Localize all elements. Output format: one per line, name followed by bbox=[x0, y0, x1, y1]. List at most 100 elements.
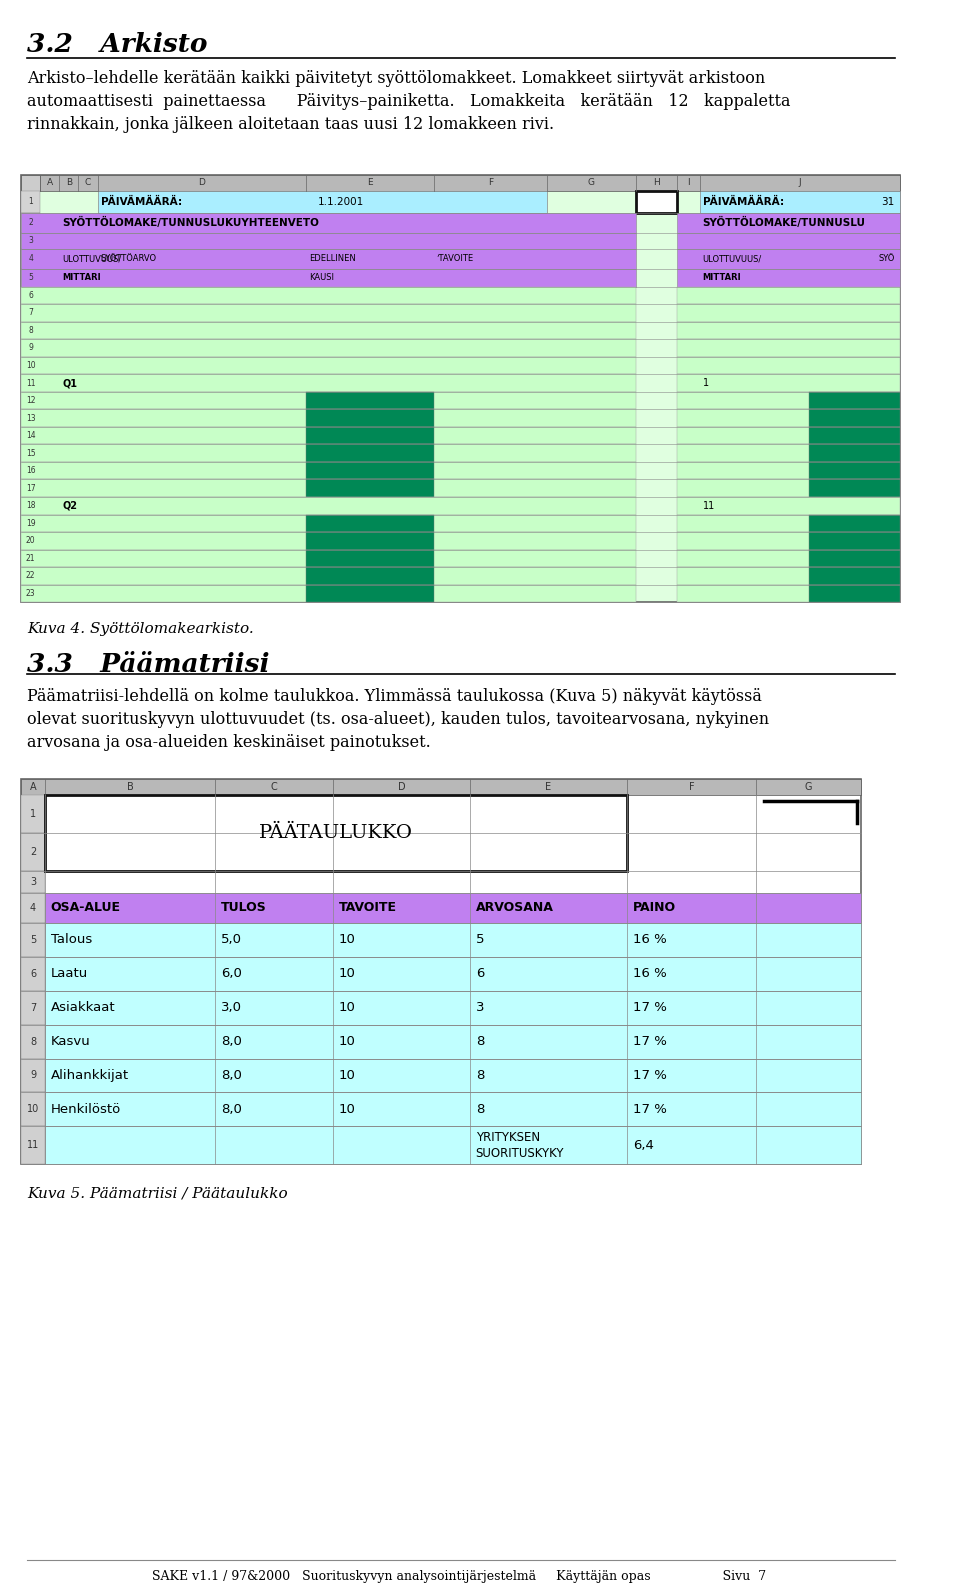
Bar bbox=[677, 409, 900, 427]
Text: 23: 23 bbox=[26, 588, 36, 598]
Bar bbox=[306, 462, 434, 479]
Text: D: D bbox=[397, 782, 405, 791]
Bar bbox=[808, 550, 900, 568]
Bar bbox=[98, 190, 547, 213]
Bar bbox=[306, 550, 434, 568]
Text: 9: 9 bbox=[28, 344, 33, 352]
Bar bbox=[21, 496, 636, 514]
Bar bbox=[45, 795, 627, 871]
Text: rinnakkain, jonka jälkeen aloitetaan taas uusi 12 lomakkeen rivi.: rinnakkain, jonka jälkeen aloitetaan taa… bbox=[27, 116, 554, 133]
Bar bbox=[677, 444, 900, 462]
Bar bbox=[21, 462, 40, 479]
Bar bbox=[21, 462, 636, 479]
Text: D: D bbox=[199, 178, 205, 187]
Bar bbox=[21, 991, 45, 1025]
Text: Kuva 5. Päämatriisi / Päätaulukko: Kuva 5. Päämatriisi / Päätaulukko bbox=[27, 1186, 287, 1201]
Text: Henkilöstö: Henkilöstö bbox=[51, 1102, 121, 1117]
Text: 8: 8 bbox=[30, 1037, 36, 1047]
Text: Talous: Talous bbox=[51, 933, 92, 947]
Text: SAKE v1.1 / 97&2000   Suorituskyvyn analysointijärjestelmä     Käyttäjän opas   : SAKE v1.1 / 97&2000 Suorituskyvyn analys… bbox=[153, 1570, 766, 1583]
Bar bbox=[21, 190, 40, 213]
Bar bbox=[808, 568, 900, 585]
Bar bbox=[677, 392, 900, 409]
Bar bbox=[808, 585, 900, 603]
Bar bbox=[21, 249, 40, 268]
Text: A: A bbox=[47, 178, 53, 187]
Text: EDELLINEN: EDELLINEN bbox=[309, 254, 356, 263]
Bar bbox=[21, 514, 636, 531]
Text: 16 %: 16 % bbox=[633, 933, 666, 947]
Text: 11: 11 bbox=[26, 379, 36, 387]
Bar bbox=[21, 585, 636, 603]
Bar bbox=[21, 174, 40, 190]
Bar bbox=[677, 339, 900, 357]
Text: 19: 19 bbox=[26, 519, 36, 528]
Bar bbox=[21, 1126, 45, 1164]
Bar bbox=[808, 427, 900, 444]
Bar bbox=[21, 287, 40, 305]
Text: 18: 18 bbox=[26, 501, 36, 511]
Text: ARVOSANA: ARVOSANA bbox=[475, 901, 554, 914]
Text: PAINO: PAINO bbox=[633, 901, 676, 914]
Bar bbox=[21, 795, 45, 833]
Text: YRITYKSEN
SUORITUSKYKY: YRITYKSEN SUORITUSKYKY bbox=[475, 1131, 564, 1159]
Text: 8,0: 8,0 bbox=[221, 1036, 242, 1048]
Bar bbox=[21, 305, 40, 322]
Bar bbox=[21, 213, 636, 233]
Bar bbox=[21, 339, 636, 357]
Bar bbox=[677, 233, 900, 249]
Bar bbox=[808, 531, 900, 550]
Bar bbox=[45, 991, 861, 1025]
Text: ULOTTUVUUS/: ULOTTUVUUS/ bbox=[703, 254, 761, 263]
Bar bbox=[677, 374, 900, 392]
Text: Päämatriisi-lehdellä on kolme taulukkoa. Ylimmässä taulukossa (Kuva 5) näkyvät k: Päämatriisi-lehdellä on kolme taulukkoa.… bbox=[27, 688, 761, 706]
Text: I: I bbox=[686, 178, 689, 187]
Text: 11: 11 bbox=[703, 501, 715, 511]
Text: 16: 16 bbox=[26, 466, 36, 476]
Text: E: E bbox=[367, 178, 372, 187]
Text: B: B bbox=[127, 782, 133, 791]
Text: PÄÄTAULUKKO: PÄÄTAULUKKO bbox=[259, 823, 413, 842]
Text: 1.1.2001: 1.1.2001 bbox=[318, 197, 364, 206]
Bar bbox=[21, 833, 45, 871]
Text: Alihankkijat: Alihankkijat bbox=[51, 1069, 129, 1082]
Text: F: F bbox=[688, 782, 694, 791]
Text: 8,0: 8,0 bbox=[221, 1069, 242, 1082]
Text: E: E bbox=[545, 782, 551, 791]
Bar bbox=[808, 409, 900, 427]
Bar bbox=[677, 213, 900, 233]
Text: OSA-ALUE: OSA-ALUE bbox=[51, 901, 121, 914]
Bar bbox=[21, 1058, 45, 1093]
Bar bbox=[45, 1058, 861, 1093]
Text: Kasvu: Kasvu bbox=[51, 1036, 90, 1048]
Bar bbox=[45, 923, 861, 956]
Text: arvosana ja osa-alueiden keskinäiset painotukset.: arvosana ja osa-alueiden keskinäiset pai… bbox=[27, 734, 430, 752]
Text: 20: 20 bbox=[26, 536, 36, 546]
Bar bbox=[677, 427, 900, 444]
Text: 10: 10 bbox=[27, 1104, 39, 1115]
Text: H: H bbox=[653, 178, 660, 187]
Bar bbox=[21, 550, 636, 568]
Text: 5: 5 bbox=[28, 273, 33, 282]
Bar bbox=[21, 357, 636, 374]
Bar bbox=[21, 496, 40, 514]
Text: C: C bbox=[84, 178, 91, 187]
Text: SYÖTTÖLOMAKE/TUNNUSLUKUYHTEENVETO: SYÖTTÖLOMAKE/TUNNUSLUKUYHTEENVETO bbox=[62, 217, 319, 228]
Text: 17 %: 17 % bbox=[633, 1001, 666, 1013]
Text: 22: 22 bbox=[26, 571, 36, 580]
Bar bbox=[677, 531, 900, 550]
Text: olevat suorituskyvyn ulottuvuudet (ts. osa-alueet), kauden tulos, tavoitearvosan: olevat suorituskyvyn ulottuvuudet (ts. o… bbox=[27, 711, 769, 728]
Text: Asiakkaat: Asiakkaat bbox=[51, 1001, 115, 1013]
Text: 8,0: 8,0 bbox=[221, 1102, 242, 1117]
Text: 8: 8 bbox=[475, 1069, 484, 1082]
Text: SYÖTTÖLOMAKE/TUNNUSLU: SYÖTTÖLOMAKE/TUNNUSLU bbox=[703, 217, 866, 228]
Text: MITTARI: MITTARI bbox=[703, 273, 741, 282]
Bar bbox=[21, 233, 40, 249]
Bar bbox=[677, 514, 900, 531]
Bar bbox=[45, 1025, 861, 1058]
Text: 17: 17 bbox=[26, 484, 36, 493]
Bar bbox=[700, 190, 900, 213]
Text: 8: 8 bbox=[28, 327, 33, 335]
Text: 10: 10 bbox=[339, 967, 356, 980]
Bar bbox=[21, 568, 636, 585]
